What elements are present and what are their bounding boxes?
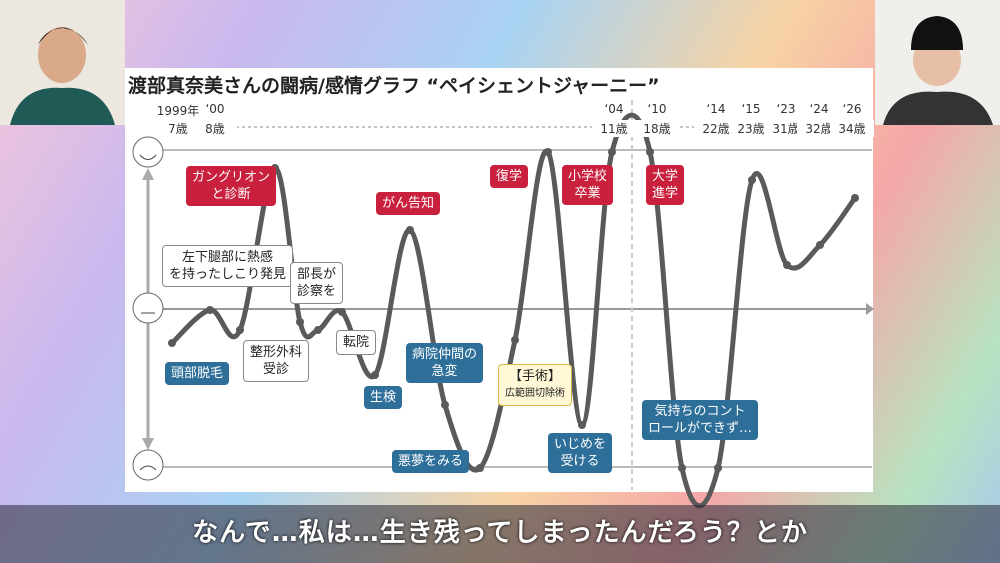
year-label: ‘15 [741, 102, 761, 116]
curve-point [851, 194, 859, 202]
year-label: ‘10 [647, 102, 667, 116]
curve-point [314, 326, 322, 334]
curve-point [816, 241, 824, 249]
event-text: 急変 [431, 364, 458, 379]
event-callout: ガングリオン と診断 [186, 166, 277, 206]
year-label: ‘00 [205, 102, 225, 116]
curve-point [578, 421, 586, 429]
event-callout: 【手術】広範囲切除術 [498, 364, 572, 406]
curve-point [678, 464, 686, 472]
curve-point [544, 148, 552, 156]
year-label: ‘23 [776, 102, 796, 116]
year-label: ‘14 [706, 102, 726, 116]
event-text: 大学 [652, 169, 679, 184]
curve-point [371, 371, 379, 379]
event-text: 進学 [652, 186, 679, 201]
curve-point [296, 318, 304, 326]
curve-point [206, 306, 214, 314]
event-callout: 悪夢をみる [392, 450, 470, 473]
curve-point [406, 226, 414, 234]
curve-point [441, 401, 449, 409]
event-callout: 部長が 診察を [290, 262, 344, 304]
year-label: ‘04 [604, 102, 624, 116]
curve-point [338, 308, 346, 316]
event-callout: 復学 [490, 165, 529, 188]
curve-point [168, 339, 176, 347]
curve-point [748, 176, 756, 184]
event-text: 転院 [343, 335, 370, 350]
age-label: 18歳 [635, 120, 679, 137]
event-callout: がん告知 [376, 192, 441, 215]
webcam-left [0, 0, 125, 125]
event-callout: 生検 [364, 386, 403, 409]
event-text: と診断 [211, 187, 251, 202]
event-callout: 整形外科 受診 [243, 340, 310, 382]
event-text: がん告知 [382, 196, 435, 211]
year-label: ‘24 [809, 102, 829, 116]
event-text: 気持ちのコント [654, 404, 746, 419]
event-callout: 小学校 卒業 [562, 165, 614, 205]
curve-point [511, 336, 519, 344]
age-label: 8歳 [193, 120, 237, 137]
curve-point [608, 148, 616, 156]
event-text: 卒業 [574, 186, 601, 201]
curve-point [714, 464, 722, 472]
event-callout: いじめを 受ける [548, 433, 613, 473]
event-text: 広範囲切除術 [505, 388, 565, 399]
event-text: 部長が [297, 267, 337, 282]
event-text: 小学校 [568, 169, 608, 184]
event-text: ロールができず… [648, 421, 753, 436]
event-callout: 左下腿部に熱感 を持ったしこり発見 [162, 245, 294, 287]
subtitle: なんで…私は…生き残ってしまったんだろう？とか [192, 518, 808, 548]
event-callout: 頭部脱毛 [165, 362, 230, 385]
year-label: ‘26 [842, 102, 862, 116]
age-label: 23歳 [729, 120, 773, 137]
event-text: を持ったしこり発見 [169, 267, 287, 282]
event-text: 悪夢をみる [398, 454, 464, 469]
age-label: 11歳 [592, 120, 636, 137]
event-text: 左下腿部に熱感 [182, 250, 274, 265]
event-text: いじめを [554, 437, 607, 452]
event-text: 診察を [297, 284, 337, 299]
age-label: 22歳 [694, 120, 738, 137]
event-text: 病院仲間の [412, 347, 478, 362]
event-text: 整形外科 [250, 345, 303, 360]
event-callout: 大学 進学 [646, 165, 685, 205]
event-text: 受診 [263, 362, 290, 377]
subtitle-band [0, 505, 1000, 563]
curve-point [236, 326, 244, 334]
age-label: 7歳 [156, 120, 200, 137]
event-text: 【手術】 [508, 369, 561, 384]
curve-point [646, 148, 654, 156]
curve-point [783, 261, 791, 269]
event-callout: 転院 [336, 330, 377, 355]
event-text: ガングリオン [192, 170, 271, 185]
event-text: 復学 [496, 169, 523, 184]
event-callout: 病院仲間の 急変 [406, 343, 484, 383]
event-text: 生検 [370, 390, 397, 405]
webcam-right [875, 0, 1000, 125]
year-label: 1999年 [156, 104, 200, 118]
age-label: 34歳 [830, 120, 874, 137]
event-text: 受ける [560, 454, 600, 469]
curve-point [476, 464, 484, 472]
event-text: 頭部脱毛 [171, 366, 224, 381]
slide-title: 渡部真奈美さんの闘病/感情グラフ “ペイシェントジャーニー” [128, 75, 660, 97]
event-callout: 気持ちのコント ロールができず… [642, 400, 759, 440]
